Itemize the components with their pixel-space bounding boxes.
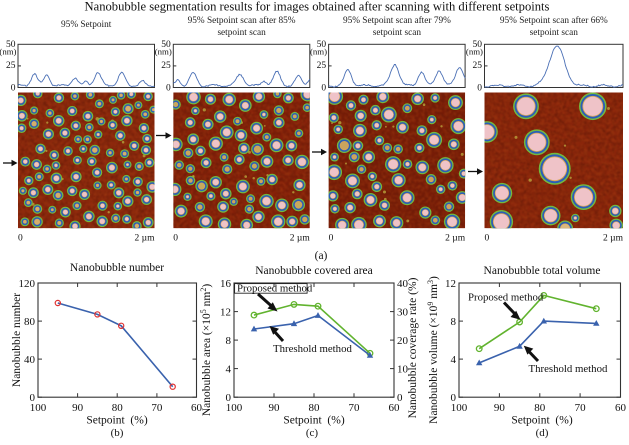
svg-text:2 µm: 2 µm	[445, 234, 466, 244]
svg-text:(c): (c)	[306, 427, 319, 439]
svg-text:90: 90	[269, 402, 281, 414]
svg-text:100: 100	[30, 402, 47, 414]
svg-text:2 µm: 2 µm	[290, 234, 311, 244]
svg-text:70: 70	[151, 402, 163, 414]
svg-text:0: 0	[30, 392, 36, 404]
svg-text:Threshold method: Threshold method	[273, 343, 352, 355]
svg-text:12: 12	[220, 306, 231, 318]
svg-text:8: 8	[451, 316, 457, 328]
svg-text:50: 50	[473, 40, 483, 50]
svg-text:25: 25	[473, 61, 483, 71]
svg-text:Setpoint (%): Setpoint (%)	[283, 415, 344, 427]
svg-text:10: 10	[397, 363, 409, 375]
svg-text:Threshold method: Threshold method	[529, 363, 608, 375]
svg-text:4: 4	[451, 354, 457, 366]
svg-text:120: 120	[19, 278, 36, 290]
svg-text:70: 70	[349, 402, 361, 414]
svg-text:100: 100	[451, 402, 468, 414]
svg-text:95% Setpoint: 95% Setpoint	[61, 20, 112, 30]
svg-text:0: 0	[166, 84, 171, 94]
svg-text:80: 80	[309, 402, 321, 414]
svg-text:Proposed method: Proposed method	[237, 283, 313, 295]
svg-text:12: 12	[445, 278, 456, 290]
svg-text:(a): (a)	[315, 250, 328, 262]
svg-text:30: 30	[397, 306, 409, 318]
svg-text:Nanobubble segmentation result: Nanobubble segmentation results for imag…	[85, 0, 550, 14]
svg-text:20: 20	[397, 335, 409, 347]
svg-text:50: 50	[161, 40, 171, 50]
svg-text:40: 40	[397, 278, 409, 290]
svg-text:90: 90	[72, 402, 84, 414]
svg-text:60: 60	[389, 402, 401, 414]
svg-text:setpoint scan: setpoint scan	[217, 28, 266, 38]
svg-text:25: 25	[317, 61, 327, 71]
svg-text:0: 0	[477, 84, 482, 94]
svg-text:setpoint scan: setpoint scan	[373, 28, 422, 38]
svg-text:2 µm: 2 µm	[603, 234, 624, 244]
svg-text:80: 80	[112, 402, 124, 414]
svg-text:16: 16	[220, 278, 232, 290]
svg-text:4: 4	[226, 363, 232, 375]
svg-text:Nanobubble volume (×109 nm3): Nanobubble volume (×109 nm3)	[426, 276, 441, 424]
svg-text:2 µm: 2 µm	[135, 234, 156, 244]
svg-text:90: 90	[494, 402, 506, 414]
svg-text:(d): (d)	[536, 427, 549, 439]
svg-text:Nanobubble number: Nanobubble number	[70, 262, 164, 274]
svg-text:Proposed method: Proposed method	[468, 292, 544, 304]
svg-text:50: 50	[317, 40, 327, 50]
svg-text:80: 80	[24, 316, 36, 328]
svg-text:60: 60	[615, 402, 627, 414]
svg-text:0: 0	[11, 84, 16, 94]
svg-text:0: 0	[485, 234, 490, 244]
svg-text:25: 25	[161, 61, 171, 71]
svg-text:100: 100	[226, 402, 243, 414]
svg-text:(b): (b)	[111, 427, 124, 439]
svg-text:(nm): (nm)	[0, 47, 17, 57]
svg-text:95% Setpoint scan after 79%: 95% Setpoint scan after 79%	[343, 15, 451, 26]
svg-text:0: 0	[173, 234, 178, 244]
svg-text:Setpoint (%): Setpoint (%)	[511, 415, 572, 427]
svg-text:Nanobubble coverage rate (%): Nanobubble coverage rate (%)	[407, 277, 419, 418]
svg-text:0: 0	[329, 234, 334, 244]
svg-text:0: 0	[321, 84, 326, 94]
svg-text:95% Setpoint scan after 66%: 95% Setpoint scan after 66%	[500, 15, 608, 26]
svg-text:0: 0	[18, 234, 23, 244]
svg-text:(nm): (nm)	[155, 47, 172, 57]
svg-text:60: 60	[191, 402, 203, 414]
svg-text:70: 70	[575, 402, 587, 414]
svg-text:Setpoint (%): Setpoint (%)	[86, 415, 147, 427]
svg-text:25: 25	[6, 61, 16, 71]
svg-text:Nanobubble total volume: Nanobubble total volume	[484, 265, 601, 277]
svg-text:0: 0	[397, 392, 403, 404]
svg-text:Nanobubble covered area: Nanobubble covered area	[255, 265, 373, 277]
svg-text:(nm): (nm)	[466, 47, 483, 57]
svg-text:0: 0	[226, 392, 232, 404]
svg-text:0: 0	[451, 392, 457, 404]
svg-text:50: 50	[6, 40, 16, 50]
svg-text:Nanobubble number: Nanobubble number	[11, 293, 23, 387]
svg-text:(nm): (nm)	[310, 47, 327, 57]
svg-text:8: 8	[226, 335, 232, 347]
svg-text:95% Setpoint scan after 85%: 95% Setpoint scan after 85%	[188, 15, 296, 26]
svg-text:Nanobubble area (×105 nm2): Nanobubble area (×105 nm2)	[199, 284, 214, 417]
svg-text:40: 40	[24, 354, 36, 366]
svg-text:80: 80	[534, 402, 546, 414]
svg-text:setpoint scan: setpoint scan	[530, 28, 579, 38]
